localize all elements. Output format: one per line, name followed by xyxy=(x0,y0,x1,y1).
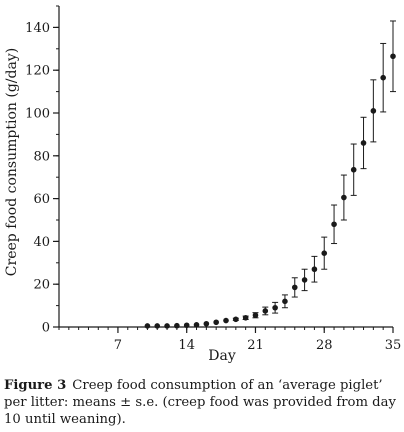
ticks: 7 14 21 28 35 0 20 40 60 80 100 120 140 xyxy=(25,5,402,353)
y-tick-label: 80 xyxy=(33,149,50,164)
data-point xyxy=(272,304,278,311)
x-tick-label: 21 xyxy=(247,338,264,353)
figure-number: Figure 3 xyxy=(4,378,67,393)
data-point xyxy=(380,74,386,81)
y-axis-label: Creep food consumption (g/day) xyxy=(4,48,20,276)
y-tick-label: 60 xyxy=(33,192,50,207)
data-point xyxy=(321,250,328,256)
data-point xyxy=(282,298,288,305)
x-tick-label: 28 xyxy=(316,338,333,353)
y-tick-label: 140 xyxy=(25,21,50,36)
data-point xyxy=(291,284,298,291)
data-point xyxy=(262,308,269,314)
figure-caption-text: Creep food consumption of an ‘average pi… xyxy=(4,378,396,427)
data-point xyxy=(174,322,180,329)
x-tick-label: 14 xyxy=(178,338,195,353)
x-tick-label: 35 xyxy=(385,338,402,353)
chart: 7 14 21 28 35 0 20 40 60 80 100 120 140 Day Creep fo… xyxy=(4,5,402,364)
data-point xyxy=(223,317,229,324)
data-point xyxy=(252,312,259,319)
y-tick-label: 0 xyxy=(42,321,50,336)
data-point xyxy=(350,166,357,173)
axes xyxy=(58,6,393,328)
data-point xyxy=(242,314,249,321)
data-point xyxy=(193,322,200,328)
data-point xyxy=(311,266,318,273)
y-tick-label: 120 xyxy=(25,64,50,79)
data-point xyxy=(370,108,377,114)
data-point xyxy=(360,140,367,146)
data-point xyxy=(203,320,210,327)
data-point xyxy=(144,323,151,329)
x-axis-label: Day xyxy=(208,348,236,364)
data-point xyxy=(213,319,219,326)
data-point xyxy=(331,221,337,228)
data-point xyxy=(164,323,170,329)
figure-caption: Figure 3 Creep food consumption of an ‘av… xyxy=(4,377,400,428)
y-tick-label: 20 xyxy=(33,278,50,293)
data-point xyxy=(390,53,396,60)
y-tick-label: 40 xyxy=(33,235,50,250)
data-point xyxy=(233,316,239,323)
data-point xyxy=(341,194,347,201)
data-marks xyxy=(144,20,396,329)
y-tick-label: 100 xyxy=(25,107,50,122)
data-point xyxy=(154,323,161,329)
x-tick-label: 7 xyxy=(114,338,122,353)
data-point xyxy=(183,322,190,329)
data-point xyxy=(301,277,308,283)
